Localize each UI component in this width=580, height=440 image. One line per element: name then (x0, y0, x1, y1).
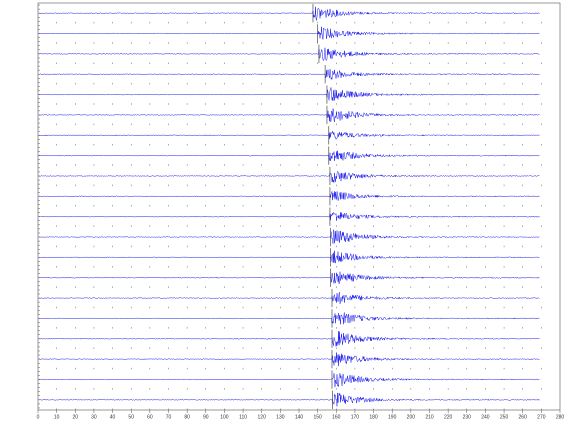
waveform (38, 68, 540, 80)
waveform (38, 229, 540, 244)
waveform (38, 312, 540, 325)
x-tick-label: 230 (463, 414, 472, 420)
x-tick-label: 60 (147, 414, 153, 420)
waveform (38, 392, 540, 407)
x-tick-label: 220 (444, 414, 453, 420)
x-tick-label: 180 (369, 414, 378, 420)
x-tick-label: 150 (313, 414, 322, 420)
waveform (38, 352, 540, 366)
waveform (38, 26, 540, 41)
x-tick-label: 160 (332, 414, 341, 420)
waveform (38, 130, 540, 141)
waveform (38, 171, 540, 183)
x-tick-label: 20 (73, 414, 79, 420)
x-tick-label: 130 (276, 414, 285, 420)
x-tick-label: 270 (537, 414, 546, 420)
x-tick-label: 80 (184, 414, 190, 420)
x-tick-label: 90 (203, 414, 209, 420)
x-tick-label: 100 (220, 414, 229, 420)
x-tick-label: 0 (37, 414, 40, 420)
x-tick-label: 110 (239, 414, 247, 420)
waveform (38, 6, 540, 21)
x-tick-label: 250 (500, 414, 509, 420)
waveform (38, 331, 540, 347)
waveform (38, 190, 540, 202)
x-tick-label: 170 (351, 414, 360, 420)
waveform (38, 250, 540, 264)
x-tick-label: 140 (295, 414, 304, 420)
waveform (38, 211, 540, 221)
waveform (38, 372, 540, 388)
waveform (38, 107, 540, 123)
x-tick-label: 70 (166, 414, 172, 420)
x-tick-label: 40 (110, 414, 116, 420)
x-tick-label: 280 (556, 414, 565, 420)
waveform (38, 87, 540, 102)
x-tick-label: 30 (91, 414, 97, 420)
x-tick-label: 200 (407, 414, 416, 420)
x-tick-label: 210 (425, 414, 434, 420)
x-tick-label: 260 (519, 414, 528, 420)
waveform (38, 47, 540, 62)
x-tick-label: 240 (481, 414, 490, 420)
waveform (38, 150, 540, 161)
waveform (38, 292, 540, 304)
x-tick-label: 120 (258, 414, 267, 420)
x-tick-label: 190 (388, 414, 397, 420)
x-tick-label: 50 (128, 414, 134, 420)
waveform (38, 271, 540, 285)
x-tick-label: 10 (54, 414, 60, 420)
